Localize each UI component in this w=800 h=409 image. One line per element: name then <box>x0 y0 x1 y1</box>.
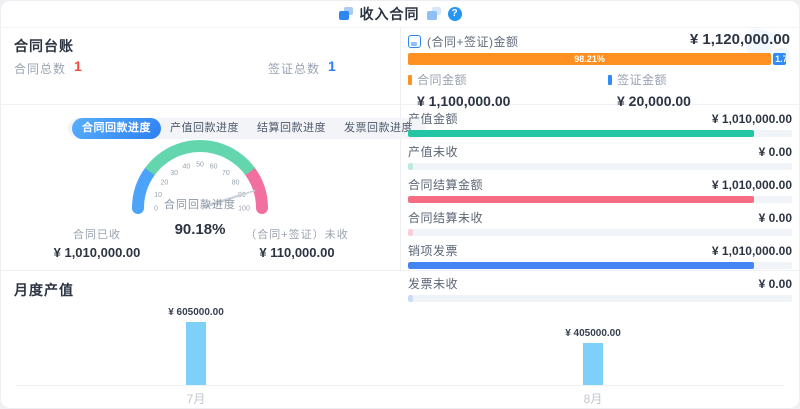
progress-track <box>408 229 792 236</box>
help-icon[interactable]: ? <box>447 6 462 21</box>
bar-july <box>186 322 206 385</box>
visa-count-label: 签证总数 <box>268 62 321 76</box>
legend-label: 签证金额 <box>617 73 668 87</box>
legend-value: ¥ 20,000.00 <box>617 93 691 109</box>
progress-fill <box>408 163 413 170</box>
received-value: ¥ 1,010,000.00 <box>53 245 141 260</box>
tab-contract-repayment[interactable]: 合同回款进度 <box>72 118 161 139</box>
legend-value: ¥ 1,100,000.00 <box>417 93 511 109</box>
unreceived-stat: （合同+签证）未收 ¥ 110,000.00 <box>212 226 382 260</box>
vertical-divider <box>400 28 401 270</box>
bar-group-july: ¥ 605000.00 <box>136 307 256 385</box>
contract-count-label: 合同总数 <box>14 62 67 76</box>
progress-fill <box>408 229 413 236</box>
metric-row-output-invoice: 销项发票 ¥ 1,010,000.00 <box>408 242 792 269</box>
svg-text:70: 70 <box>222 170 230 177</box>
metric-label: 产值未收 <box>408 145 459 159</box>
metric-value: ¥ 1,010,000.00 <box>711 112 792 126</box>
svg-text:100: 100 <box>238 206 250 213</box>
metric-value: ¥ 1,010,000.00 <box>711 244 792 258</box>
gauge-chart: 0102030405060708090100 <box>132 140 268 214</box>
unreceived-value: ¥ 110,000.00 <box>259 245 335 260</box>
svg-text:50: 50 <box>196 162 204 169</box>
progress-fill <box>408 295 413 302</box>
metric-row-settlement-amount: 合同结算金额 ¥ 1,010,000.00 <box>408 176 792 203</box>
svg-text:10: 10 <box>154 192 162 199</box>
contract-count-value[interactable]: 1 <box>74 58 82 74</box>
progress-track <box>408 295 792 302</box>
metric-label: 发票未收 <box>408 277 459 291</box>
metric-row-invoice-unpaid: 发票未收 ¥ 0.00 <box>408 275 792 302</box>
legend-mark-orange <box>408 74 412 85</box>
gauge-label: 合同回款进度 <box>164 199 236 211</box>
legend-label: 合同金额 <box>417 73 468 87</box>
chart-baseline <box>15 385 785 386</box>
tab-invoice-repayment[interactable]: 发票回款进度 <box>344 122 413 134</box>
svg-text:20: 20 <box>161 180 169 187</box>
metric-value: ¥ 0.00 <box>758 145 792 159</box>
month-label-august: 8月 <box>583 392 603 406</box>
metric-label: 产值金额 <box>408 112 459 126</box>
metric-value: ¥ 0.00 <box>758 277 792 291</box>
svg-text:0: 0 <box>154 206 158 213</box>
summary-header: (合同+签证)金额 <box>408 33 792 50</box>
contract-amount-segment: 98.21% <box>408 53 772 65</box>
progress-track <box>408 163 792 170</box>
horizontal-divider <box>0 104 800 105</box>
contract-cube-icon-light <box>426 7 441 20</box>
metric-row-output-amount: 产值金额 ¥ 1,010,000.00 <box>408 110 792 137</box>
progress-track <box>408 196 792 203</box>
legend-contract-amount: 合同金额 ¥ 1,100,000.00 <box>408 71 510 109</box>
visa-amount-segment: 1.79% <box>773 53 787 65</box>
svg-text:60: 60 <box>210 164 218 171</box>
progress-fill <box>408 262 755 269</box>
bar-value-label: ¥ 405000.00 <box>565 328 621 339</box>
progress-tabs: 合同回款进度 产值回款进度 结算回款进度 发票回款进度 <box>68 118 426 139</box>
horizontal-divider <box>0 270 800 271</box>
metric-label: 合同结算未收 <box>408 211 484 225</box>
bar-august <box>583 343 603 385</box>
metric-row-settlement-unpaid: 合同结算未收 ¥ 0.00 <box>408 209 792 236</box>
header: 收入合同 ? <box>0 0 800 28</box>
ledger-title: 合同台账 <box>14 38 74 54</box>
svg-text:40: 40 <box>183 164 191 171</box>
monthly-output-title: 月度产值 <box>14 282 74 298</box>
amount-split-bar: 98.21% 1.79% <box>408 53 792 65</box>
bar-value-label: ¥ 605000.00 <box>168 307 224 318</box>
month-label-july: 7月 <box>186 392 206 406</box>
legend-mark-blue <box>608 74 612 85</box>
metric-value: ¥ 1,010,000.00 <box>711 178 792 192</box>
progress-track <box>408 262 792 269</box>
metric-value: ¥ 0.00 <box>758 211 792 225</box>
received-stat: 合同已收 ¥ 1,010,000.00 <box>12 226 182 260</box>
visa-count-value[interactable]: 1 <box>328 58 336 74</box>
gauge-needle <box>203 189 256 209</box>
bar-group-august: ¥ 405000.00 <box>533 328 653 385</box>
unreceived-label: （合同+签证）未收 <box>245 229 349 241</box>
metrics-list: 产值金额 ¥ 1,010,000.00 产值未收 ¥ 0.00 合同结算金额 ¥ 1,… <box>408 110 792 308</box>
tab-output-repayment[interactable]: 产值回款进度 <box>170 122 239 134</box>
summary-label: (合同+签证)金额 <box>427 35 519 49</box>
metric-row-output-unpaid: 产值未收 ¥ 0.00 <box>408 143 792 170</box>
progress-fill <box>408 196 755 203</box>
svg-text:30: 30 <box>170 170 178 177</box>
progress-fill <box>408 130 755 137</box>
svg-text:80: 80 <box>232 180 240 187</box>
legend-visa-amount: 签证金额 ¥ 20,000.00 <box>608 71 691 109</box>
contract-cube-icon <box>338 7 353 20</box>
gauge-value: 90.18% <box>174 221 226 238</box>
summary-total: ¥ 1,120,000.00 <box>689 31 790 48</box>
amount-icon <box>408 35 421 48</box>
metric-label: 合同结算金额 <box>408 178 484 192</box>
page-title: 收入合同 <box>359 5 420 22</box>
metric-label: 销项发票 <box>408 244 459 258</box>
tab-settlement-repayment[interactable]: 结算回款进度 <box>257 122 326 134</box>
received-label: 合同已收 <box>73 229 121 241</box>
progress-track <box>408 130 792 137</box>
